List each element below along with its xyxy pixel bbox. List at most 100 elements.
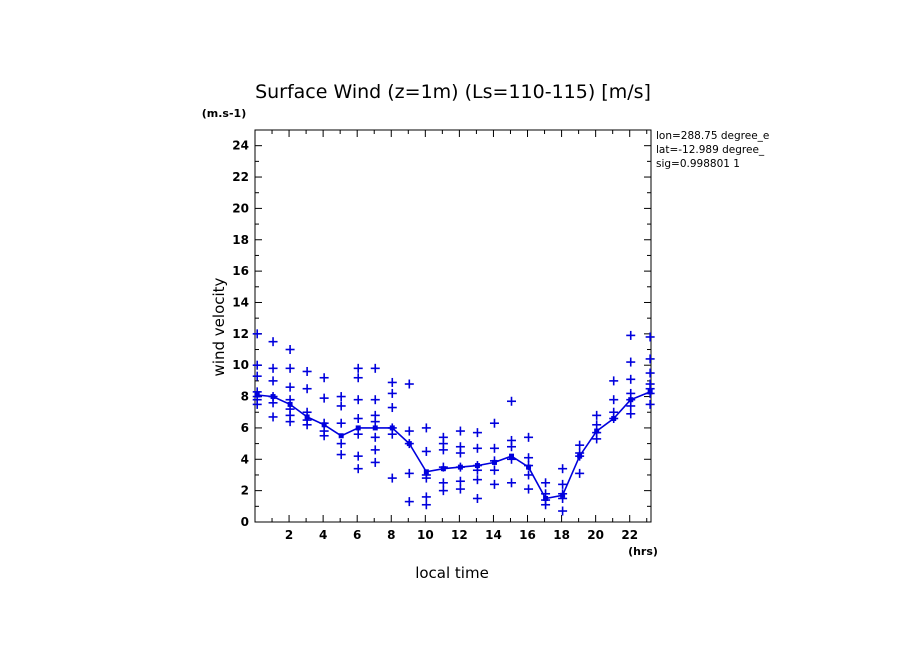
scatter-point [626,330,636,340]
scatter-point [252,329,262,339]
scatter-point [404,439,414,449]
scatter-point [353,395,363,405]
scatter-point [455,426,465,436]
scatter-point [575,440,585,450]
scatter-point [609,395,619,405]
scatter-point [336,392,346,402]
scatter-point [592,420,602,430]
x-tick-label: 12 [451,528,468,542]
scatter-point [592,434,602,444]
scatter-point [507,478,517,488]
info-lat: lat=-12.989 degree_ [656,144,765,156]
scatter-point [370,395,380,405]
y-tick-label: 18 [232,233,249,247]
scatter-point [302,420,312,430]
scatter-point [370,457,380,467]
scatter-point [387,388,397,398]
scatter-point [645,332,655,342]
scatter-point [387,377,397,387]
y-tick-label: 24 [232,139,249,153]
scatter-point [302,366,312,376]
x-tick-label: 22 [621,528,638,542]
scatter-point [558,464,568,474]
y-tick-label: 8 [241,390,249,404]
scatter-point [645,399,655,409]
scatter-point [268,412,278,422]
scatter-point [626,357,636,367]
scatter-point [285,363,295,373]
scatter-point [370,445,380,455]
scatter-point [489,418,499,428]
scatter-point [438,478,448,488]
scatter-point [336,401,346,411]
scatter-point [336,418,346,428]
y-tick-label: 0 [241,515,249,529]
scatter-point [438,439,448,449]
y-tick-label: 4 [241,452,249,466]
y-tick-label: 10 [232,358,249,372]
scatter-point [421,473,431,483]
scatter-point [421,500,431,510]
scatter-point [387,473,397,483]
scatter-point [252,371,262,381]
scatter-point [421,423,431,433]
scatter-point [489,479,499,489]
y-tick-label: 2 [241,484,249,498]
scatter-point [370,363,380,373]
scatter-point [541,478,551,488]
scatter-point [285,395,295,405]
scatter-point [319,431,329,441]
scatter-point [609,376,619,386]
scatter-point [455,462,465,472]
scatter-point [472,465,482,475]
scatter-point [558,506,568,516]
x-tick-label: 2 [285,528,293,542]
x-tick-label: 8 [387,528,395,542]
scatter-point [489,465,499,475]
scatter-point [558,493,568,503]
scatter-point [353,464,363,474]
y-unit-label: (m.s-1) [202,107,246,120]
scatter-point [455,484,465,494]
scatter-point [592,410,602,420]
x-unit-label: (hrs) [628,545,658,558]
scatter-point [645,368,655,378]
mean-point [372,425,378,431]
scatter-point [319,418,329,428]
scatter-point [541,500,551,510]
mean-point [338,433,344,439]
x-tick-label: 16 [519,528,536,542]
scatter-point [319,373,329,383]
info-sig: sig=0.998801 1 [656,158,740,170]
scatter-point [438,486,448,496]
scatter-point [472,443,482,453]
plot-frame [254,129,652,523]
mean-point [355,425,361,431]
scatter-point [285,417,295,427]
scatter-point [626,409,636,419]
scatter-point [507,442,517,452]
y-tick-label: 12 [232,327,249,341]
scatter-point [285,382,295,392]
info-lon: lon=288.75 degree_e [656,130,769,142]
scatter-point [404,426,414,436]
mean-wind-line [257,391,651,500]
scatter-point [645,354,655,364]
scatter-point [387,429,397,439]
scatter-point [626,374,636,384]
scatter-point [252,399,262,409]
scatter-point [285,345,295,355]
scatter-point [507,454,517,464]
scatter-point [421,446,431,456]
scatter-point [370,432,380,442]
scatter-point [507,396,517,406]
x-tick-label: 20 [587,528,604,542]
scatter-point [645,388,655,398]
scatter-point [252,360,262,370]
mean-point [287,401,293,407]
scatter-point [353,429,363,439]
data-marks [252,329,655,516]
scatter-point [524,461,534,471]
